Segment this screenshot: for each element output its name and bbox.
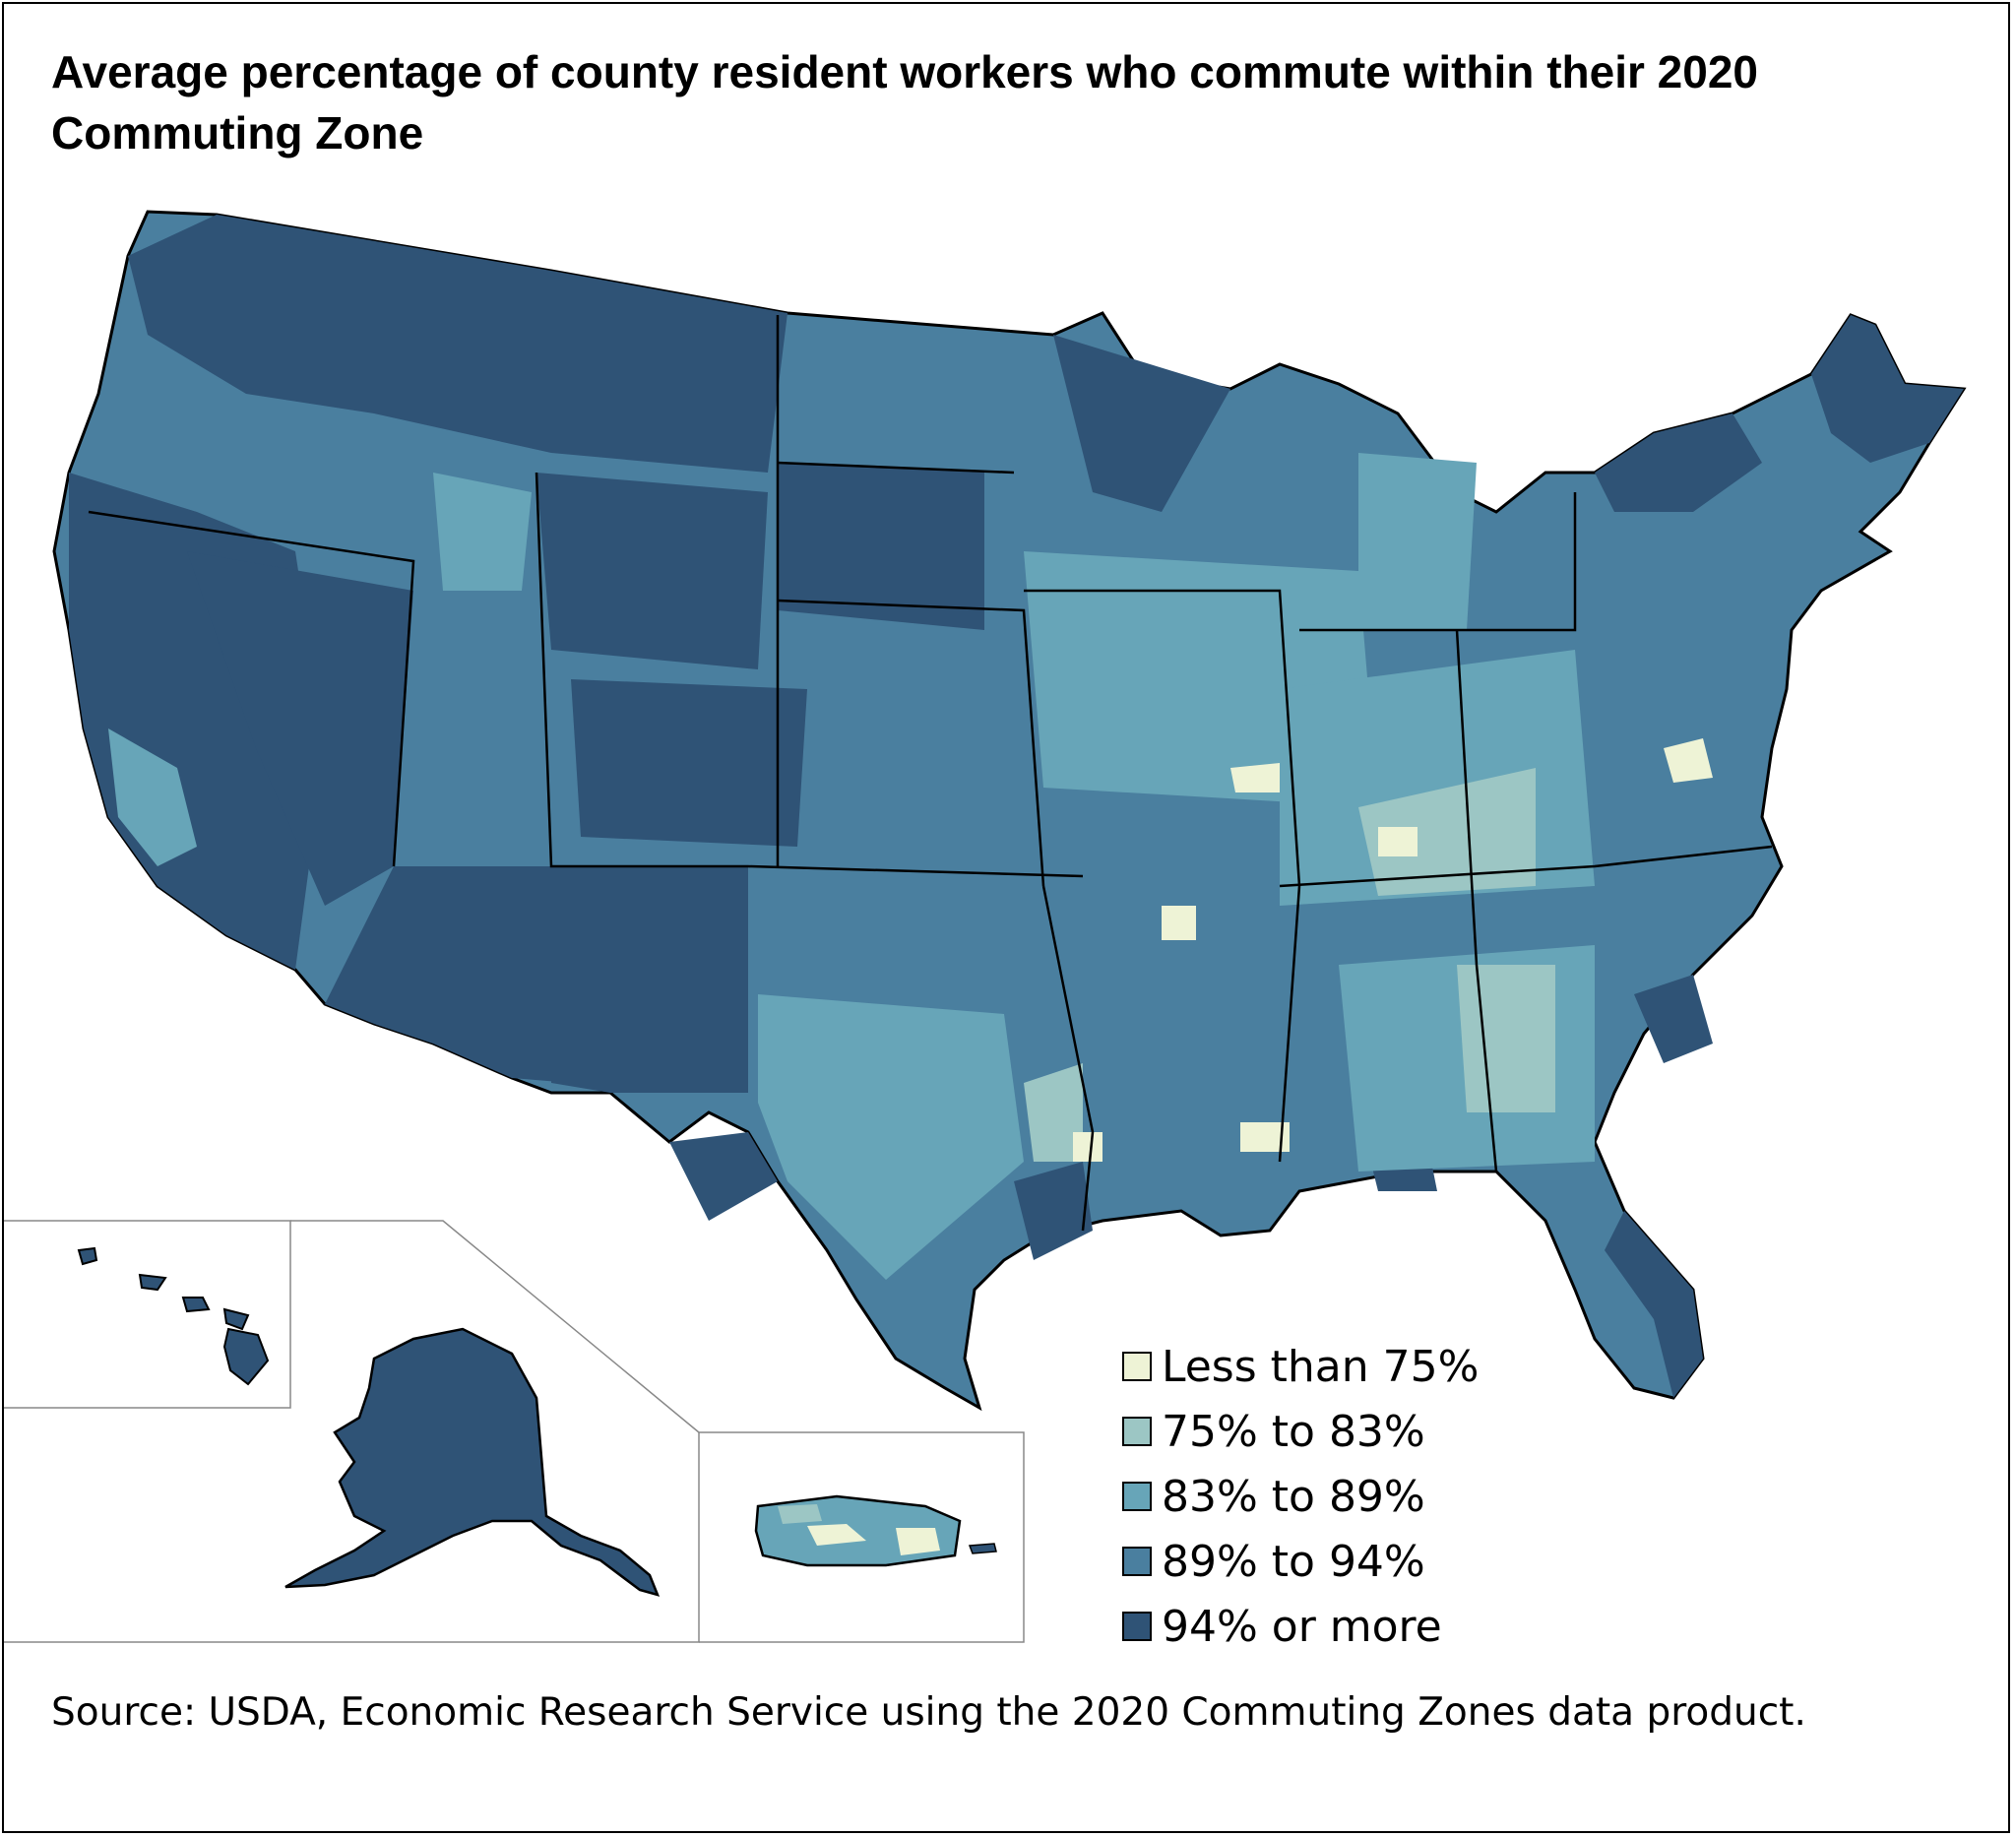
zone-lt75-4 xyxy=(1378,827,1418,856)
legend-label: 75% to 83% xyxy=(1162,1406,1425,1457)
puerto-rico-zone xyxy=(807,1524,866,1546)
zone-94-minnesota xyxy=(1053,335,1230,512)
legend-swatch xyxy=(1122,1482,1152,1511)
boundary-line xyxy=(777,461,1015,475)
legend-swatch xyxy=(1122,1612,1152,1641)
zone-94-newmexico xyxy=(551,866,748,1093)
zone-lt75-3 xyxy=(1073,1132,1102,1162)
boundary-line xyxy=(1041,885,1095,1232)
inset-puerto-rico xyxy=(699,1431,1025,1643)
zone-94-newengland xyxy=(1811,315,1964,463)
boundary-line xyxy=(1279,845,1773,888)
legend-label: Less than 75% xyxy=(1162,1341,1480,1392)
boundary-line xyxy=(1024,589,1301,1163)
zone-94-colorado xyxy=(571,679,807,847)
puerto-rico-zone xyxy=(896,1528,940,1555)
zone-lt75-2 xyxy=(1240,1122,1290,1152)
boundary-line xyxy=(535,472,748,868)
zone-94-houston xyxy=(1014,1162,1093,1260)
legend-label: 94% or more xyxy=(1162,1601,1442,1652)
zone-83-michigan xyxy=(1358,453,1477,630)
zone-83-california xyxy=(108,728,197,866)
puerto-rico-zone xyxy=(778,1504,822,1524)
zone-94-southwest xyxy=(325,866,571,1083)
map-title: Average percentage of county resident wo… xyxy=(51,46,1758,158)
inset-frame xyxy=(699,1431,1025,1643)
map-legend: Less than 75% 75% to 83% 83% to 89% 89% … xyxy=(1122,1334,1536,1659)
zone-75-texas xyxy=(1024,1063,1083,1162)
hawaii-island xyxy=(181,1297,211,1313)
zone-94-newyork xyxy=(1595,413,1762,512)
legend-item: 75% to 83% xyxy=(1122,1399,1536,1464)
zone-94-nevada xyxy=(187,551,413,906)
boundary-line xyxy=(1455,629,1498,1172)
zone-94-north xyxy=(128,215,788,473)
boundary-line xyxy=(88,510,415,867)
legend-swatch xyxy=(1122,1352,1152,1381)
inset-alaska xyxy=(4,1220,700,1643)
zone-lt75-1 xyxy=(1230,763,1280,792)
zone-75-georgia xyxy=(1457,965,1555,1112)
inset-frame xyxy=(4,1220,291,1409)
legend-item: 94% or more xyxy=(1122,1594,1536,1659)
legend-item: 83% to 89% xyxy=(1122,1464,1536,1529)
boundary-line xyxy=(777,599,1045,887)
legend-label: 89% to 94% xyxy=(1162,1536,1425,1587)
state-boundaries xyxy=(88,315,1773,1232)
zone-94-florida xyxy=(1605,1211,1703,1398)
hawaii-big-island xyxy=(222,1327,270,1386)
legend-swatch xyxy=(1122,1547,1152,1576)
boundary-line xyxy=(747,864,1084,878)
legend-item: Less than 75% xyxy=(1122,1334,1536,1399)
hawaii-island xyxy=(138,1273,167,1292)
zone-94-dakotas xyxy=(778,463,984,630)
zone-83-texas xyxy=(758,994,1024,1280)
boundary-line xyxy=(1299,492,1577,632)
zone-94-carolina xyxy=(1634,975,1713,1063)
inset-hawaii xyxy=(4,1220,291,1409)
zone-94-texas-south xyxy=(669,1132,778,1221)
vieques-island xyxy=(968,1543,997,1554)
legend-item: 89% to 94% xyxy=(1122,1529,1536,1594)
source-note: Source: USDA, Economic Research Service … xyxy=(51,1690,1806,1735)
contiguous-us xyxy=(52,210,1967,1412)
hawaii-island xyxy=(77,1246,98,1266)
alaska-landmass xyxy=(284,1327,661,1597)
zone-94-wyoming xyxy=(536,473,768,669)
zone-75-appalachia xyxy=(1358,768,1536,896)
legend-label: 83% to 89% xyxy=(1162,1471,1425,1522)
zone-83-idaho xyxy=(433,473,532,591)
hawaii-island xyxy=(222,1307,250,1331)
zone-lt75-6 xyxy=(1162,906,1196,940)
zone-lt75-5 xyxy=(1664,738,1713,783)
legend-swatch xyxy=(1122,1417,1152,1446)
